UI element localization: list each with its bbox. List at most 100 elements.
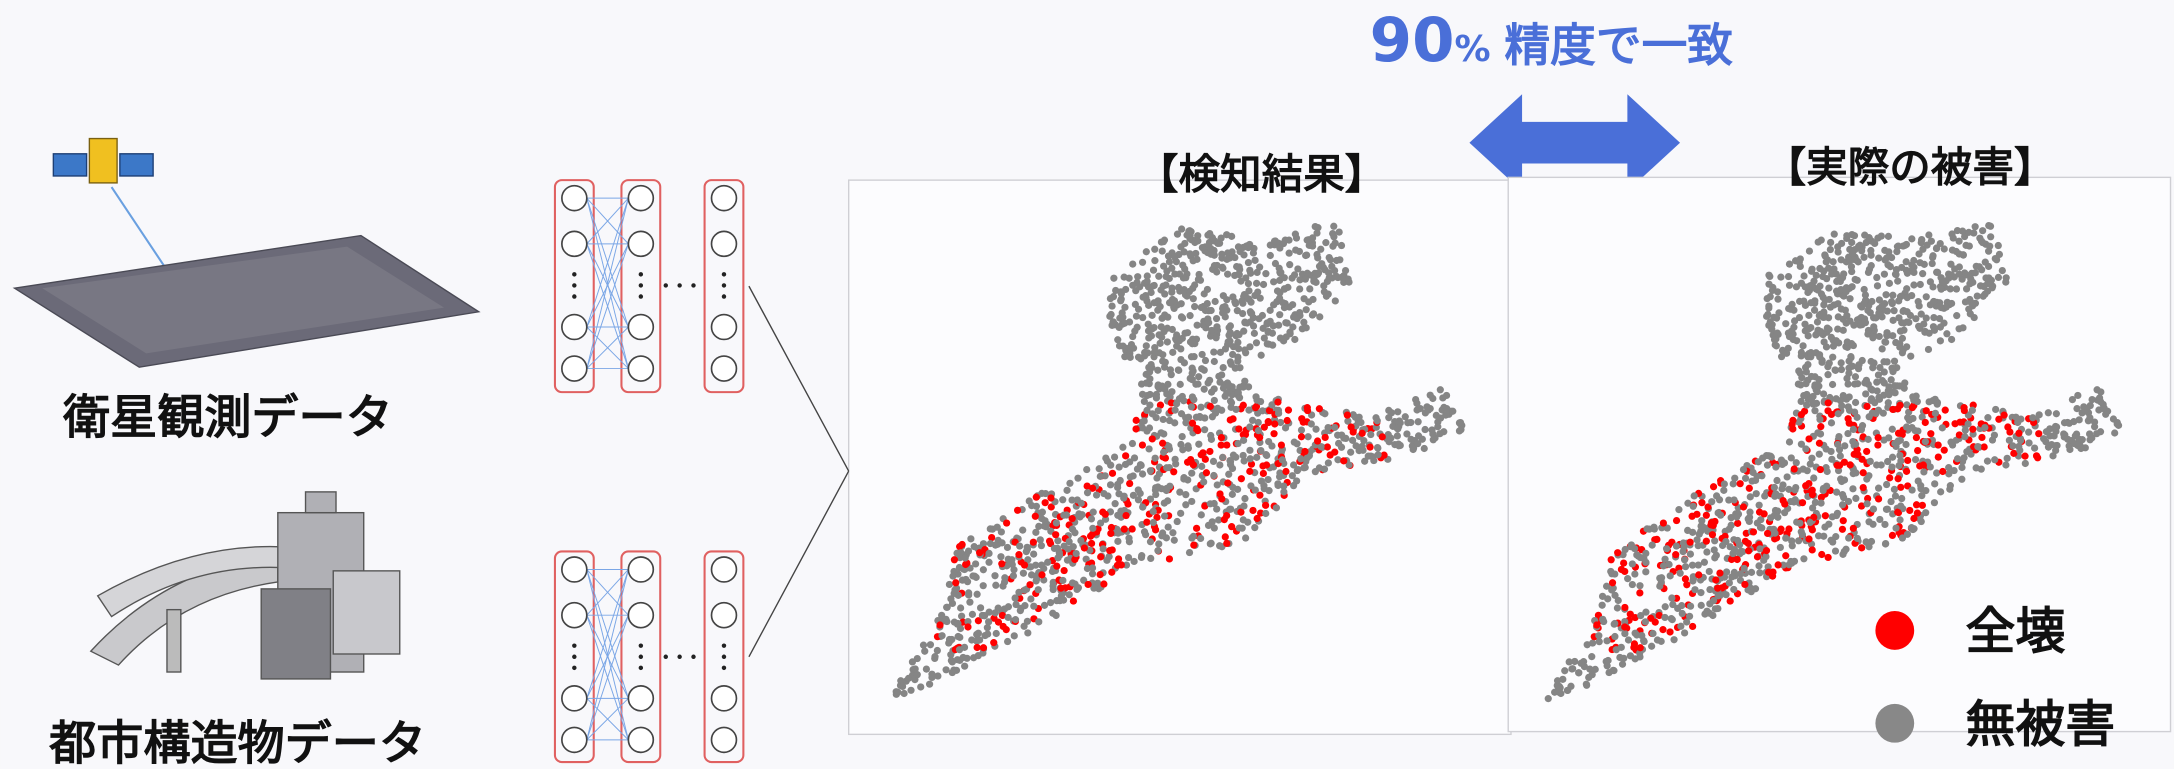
undamaged-dot	[1038, 542, 1045, 549]
undamaged-dot	[1621, 630, 1628, 637]
undamaged-dot	[1803, 368, 1810, 375]
undamaged-dot	[1642, 559, 1649, 566]
undamaged-dot	[1939, 424, 1946, 431]
undamaged-dot	[1385, 414, 1392, 421]
undamaged-dot	[1220, 292, 1227, 299]
legend-swatch	[1875, 704, 1914, 743]
undamaged-dot	[1093, 491, 1100, 498]
undamaged-dot	[1566, 658, 1573, 665]
undamaged-dot	[1837, 452, 1844, 459]
collapsed-dot	[1106, 547, 1113, 554]
undamaged-dot	[1151, 257, 1158, 264]
collapsed-dot	[1085, 581, 1092, 588]
undamaged-dot	[1249, 417, 1256, 424]
undamaged-dot	[1828, 419, 1835, 426]
collapsed-dot	[1754, 553, 1761, 560]
undamaged-dot	[1211, 397, 1218, 404]
neuron	[628, 686, 653, 711]
ellipsis-dot	[722, 655, 726, 659]
undamaged-dot	[1916, 302, 1923, 309]
undamaged-dot	[1614, 604, 1621, 611]
undamaged-dot	[1834, 510, 1841, 517]
undamaged-dot	[1213, 323, 1220, 330]
undamaged-dot	[1908, 235, 1915, 242]
collapsed-dot	[1359, 430, 1366, 437]
undamaged-dot	[1419, 436, 1426, 443]
collapsed-dot	[964, 623, 971, 630]
undamaged-dot	[1953, 312, 1960, 319]
undamaged-dot	[934, 672, 941, 679]
undamaged-dot	[909, 658, 916, 665]
undamaged-dot	[1332, 240, 1339, 247]
undamaged-dot	[1991, 456, 1998, 463]
undamaged-dot	[1811, 307, 1818, 314]
undamaged-dot	[1147, 467, 1154, 474]
undamaged-dot	[1129, 260, 1136, 267]
undamaged-dot	[1703, 548, 1710, 555]
undamaged-dot	[2048, 441, 2055, 448]
collapsed-dot	[1278, 441, 1285, 448]
undamaged-dot	[1869, 334, 1876, 341]
undamaged-dot	[1035, 618, 1042, 625]
undamaged-dot	[1835, 313, 1842, 320]
collapsed-dot	[1659, 626, 1666, 633]
undamaged-dot	[991, 572, 998, 579]
collapsed-dot	[1922, 419, 1929, 426]
undamaged-dot	[1604, 595, 1611, 602]
undamaged-dot	[1325, 459, 1332, 466]
undamaged-dot	[1252, 486, 1259, 493]
collapsed-dot	[1764, 530, 1771, 537]
undamaged-dot	[1267, 252, 1274, 259]
undamaged-dot	[1275, 407, 1282, 414]
undamaged-dot	[1980, 293, 1987, 300]
undamaged-dot	[1745, 515, 1752, 522]
undamaged-dot	[1920, 468, 1927, 475]
undamaged-dot	[1846, 393, 1853, 400]
undamaged-dot	[905, 675, 912, 682]
undamaged-dot	[1066, 538, 1073, 545]
undamaged-dot	[1330, 223, 1337, 230]
undamaged-dot	[1102, 472, 1109, 479]
collapsed-dot	[1698, 499, 1705, 506]
undamaged-dot	[1782, 320, 1789, 327]
undamaged-dot	[2091, 423, 2098, 430]
undamaged-dot	[1828, 456, 1835, 463]
collapsed-dot	[1047, 494, 1054, 501]
collapsed-dot	[1223, 512, 1230, 519]
collapsed-dot	[1133, 417, 1140, 424]
undamaged-dot	[1938, 304, 1945, 311]
undamaged-dot	[1176, 270, 1183, 277]
undamaged-dot	[1030, 550, 1037, 557]
undamaged-dot	[1561, 667, 1568, 674]
collapsed-dot	[1015, 551, 1022, 558]
undamaged-dot	[1236, 524, 1243, 531]
undamaged-dot	[1777, 274, 1784, 281]
undamaged-dot	[1919, 270, 1926, 277]
undamaged-dot	[2093, 386, 2100, 393]
collapsed-dot	[1118, 561, 1125, 568]
collapsed-dot	[1886, 474, 1893, 481]
undamaged-dot	[1815, 238, 1822, 245]
undamaged-dot	[1698, 602, 1705, 609]
neuron	[628, 727, 653, 752]
collapsed-dot	[1152, 526, 1159, 533]
undamaged-dot	[1903, 423, 1910, 430]
undamaged-dot	[1876, 364, 1883, 371]
undamaged-dot	[1868, 262, 1875, 269]
collapsed-dot	[1824, 407, 1831, 414]
undamaged-dot	[1308, 420, 1315, 427]
undamaged-dot	[1906, 417, 1913, 424]
undamaged-dot	[1649, 541, 1656, 548]
undamaged-dot	[1019, 527, 1026, 534]
undamaged-dot	[1020, 623, 1027, 630]
undamaged-dot	[1991, 432, 1998, 439]
neuron	[712, 557, 737, 582]
undamaged-dot	[1958, 464, 1965, 471]
collapsed-dot	[1939, 468, 1946, 475]
undamaged-dot	[1852, 495, 1859, 502]
collapsed-dot	[1785, 525, 1792, 532]
collapsed-dot	[1202, 456, 1209, 463]
collapsed-dot	[1840, 517, 1847, 524]
collapsed-dot	[1805, 535, 1812, 542]
undamaged-dot	[1116, 315, 1123, 322]
